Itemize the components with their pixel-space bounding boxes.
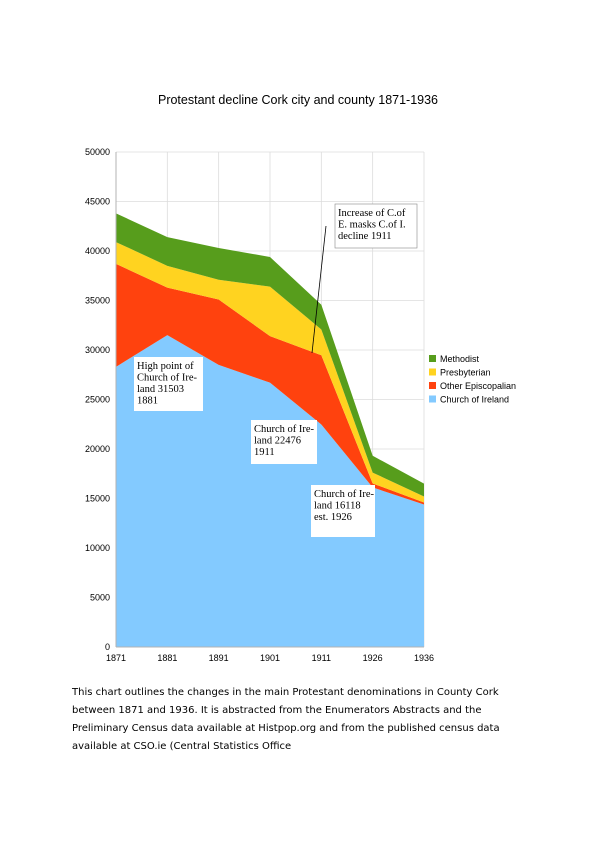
stacked-areas xyxy=(116,213,424,647)
area-other-episcopalian xyxy=(116,263,424,505)
y-tick-label: 45000 xyxy=(85,197,110,207)
x-tick-label: 1926 xyxy=(363,653,383,663)
annotation-text: Church of Ire- xyxy=(314,489,375,500)
y-tick-label: 25000 xyxy=(85,395,110,405)
annotation-text: Increase of C.of xyxy=(338,208,406,219)
y-tick-label: 10000 xyxy=(85,543,110,553)
y-tick-label: 5000 xyxy=(90,593,110,603)
y-tick-label: 40000 xyxy=(85,246,110,256)
chart-title: Protestant decline Cork city and county … xyxy=(158,93,438,107)
annotation-text: land 16118 xyxy=(314,501,361,512)
annotation-text: 1911 xyxy=(254,447,275,458)
annotation-text: 1881 xyxy=(137,396,158,407)
legend-swatch-methodist xyxy=(429,355,436,362)
chart-caption: This chart outlines the changes in the m… xyxy=(72,687,500,752)
y-tick-label: 20000 xyxy=(85,444,110,454)
annotation-box: Increase of C.ofE. masks C.of I.decline … xyxy=(334,203,418,249)
area-church-of-ireland xyxy=(116,335,424,647)
annotation-text: decline 1911 xyxy=(338,231,392,242)
legend-swatch-other-episcopalian xyxy=(429,382,436,389)
annotation-background xyxy=(251,420,317,464)
annotation-background xyxy=(134,357,203,411)
legend-label-church-of-ireland: Church of Ireland xyxy=(440,395,509,405)
annotation-text: land 31503 xyxy=(137,384,184,395)
y-tick-label: 50000 xyxy=(85,147,110,157)
legend-label-presbyterian: Presbyterian xyxy=(440,368,491,378)
x-tick-label: 1871 xyxy=(106,653,126,663)
legend-label-methodist: Methodist xyxy=(440,354,480,364)
annotation-text: est. 1926 xyxy=(314,512,352,523)
x-tick-label: 1936 xyxy=(414,653,434,663)
annotation-text: High point of xyxy=(137,361,194,372)
area-presbyterian xyxy=(116,242,424,503)
area-methodist xyxy=(116,213,424,497)
annotation-text: Church of Ire- xyxy=(137,373,198,384)
y-tick-label: 30000 xyxy=(85,345,110,355)
legend: Methodist Presbyterian Other Episcopalian C… xyxy=(429,354,516,405)
x-tick-label: 1891 xyxy=(209,653,229,663)
annotation-text: E. masks C.of I. xyxy=(338,220,406,231)
annotation-background xyxy=(311,485,375,537)
annotation-background xyxy=(334,203,418,249)
annotation-text: land 22476 xyxy=(254,436,301,447)
y-tick-label: 35000 xyxy=(85,296,110,306)
y-tick-label: 0 xyxy=(105,642,110,652)
axes: 0 5000 10000 15000 20000 25000 30000 35000 40000… xyxy=(85,147,434,663)
x-tick-label: 1901 xyxy=(260,653,280,663)
y-tick-label: 15000 xyxy=(85,494,110,504)
x-tick-label: 1881 xyxy=(157,653,177,663)
annotation-leader-line xyxy=(311,225,327,354)
legend-label-other-episcopalian: Other Episcopalian xyxy=(440,381,516,391)
legend-swatch-presbyterian xyxy=(429,368,436,376)
annotation-text: Church of Ire- xyxy=(254,424,315,435)
x-tick-label: 1911 xyxy=(312,653,331,663)
legend-swatch-church-of-ireland xyxy=(429,395,436,403)
